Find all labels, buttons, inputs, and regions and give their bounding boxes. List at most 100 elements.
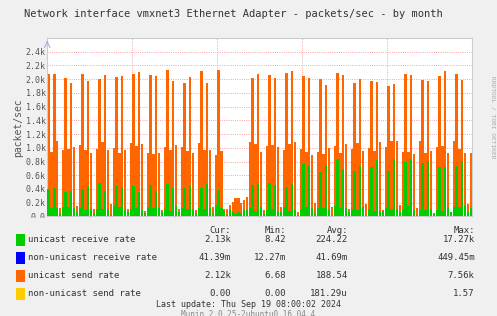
Bar [441, 146, 444, 216]
Bar [322, 208, 325, 216]
Bar [336, 73, 339, 216]
Bar [226, 210, 228, 216]
Bar [285, 73, 288, 216]
Bar [215, 155, 217, 216]
Bar [130, 143, 132, 216]
Bar [348, 209, 350, 216]
Bar [320, 80, 322, 216]
Bar [235, 198, 237, 216]
Bar [285, 186, 288, 216]
Bar [93, 213, 95, 216]
Bar [248, 142, 251, 216]
Bar [435, 147, 438, 216]
Bar [192, 210, 194, 216]
Text: 188.54: 188.54 [316, 271, 348, 280]
Bar [421, 163, 424, 216]
Bar [376, 160, 378, 216]
Bar [348, 212, 350, 216]
Bar [339, 153, 341, 216]
Bar [370, 81, 373, 216]
Bar [356, 210, 359, 216]
Bar [115, 77, 118, 216]
Bar [410, 159, 413, 216]
Bar [209, 208, 211, 216]
Bar [87, 81, 89, 216]
Bar [317, 152, 319, 216]
Bar [98, 79, 101, 216]
Bar [150, 75, 152, 216]
Bar [229, 205, 231, 216]
Bar [390, 209, 393, 216]
Bar [98, 183, 101, 216]
Bar [82, 189, 84, 216]
Bar [271, 145, 274, 216]
Text: Munin 2.0.25-2ubuntu0.16.04.4: Munin 2.0.25-2ubuntu0.16.04.4 [181, 310, 316, 316]
Bar [382, 211, 384, 216]
Bar [333, 206, 336, 216]
Bar [206, 83, 208, 216]
Bar [79, 208, 81, 216]
Bar [470, 208, 472, 216]
Bar [76, 212, 78, 216]
Bar [127, 209, 129, 216]
Bar [141, 144, 143, 216]
Bar [433, 213, 435, 216]
Bar [438, 76, 441, 216]
Bar [274, 185, 276, 216]
Bar [396, 142, 398, 216]
Bar [399, 212, 401, 216]
Bar [297, 215, 299, 216]
Bar [220, 209, 223, 216]
Bar [67, 149, 70, 216]
Bar [447, 207, 449, 216]
Bar [141, 210, 143, 216]
Bar [365, 215, 367, 216]
Bar [229, 210, 231, 216]
Bar [382, 210, 384, 216]
Bar [87, 186, 89, 216]
Bar [461, 161, 463, 216]
Bar [59, 208, 61, 216]
Text: 449.45m: 449.45m [437, 253, 475, 262]
Bar [263, 214, 265, 216]
Bar [453, 207, 455, 216]
Bar [212, 213, 214, 216]
Bar [155, 76, 158, 216]
Bar [461, 80, 463, 216]
Text: 224.22: 224.22 [316, 235, 348, 244]
Bar [365, 204, 367, 216]
Bar [217, 190, 220, 216]
Text: 17.27k: 17.27k [442, 235, 475, 244]
Bar [65, 192, 67, 216]
Bar [172, 81, 174, 216]
Bar [226, 215, 228, 216]
Bar [104, 75, 106, 216]
Bar [138, 191, 141, 216]
Bar [203, 150, 206, 216]
Bar [144, 211, 146, 216]
Bar [263, 210, 265, 216]
Bar [424, 153, 426, 216]
Bar [70, 191, 73, 216]
Bar [124, 150, 126, 216]
Text: 0.00: 0.00 [264, 289, 286, 298]
Bar [95, 149, 98, 216]
Bar [110, 215, 112, 216]
Bar [172, 188, 174, 216]
Bar [300, 149, 302, 216]
Bar [427, 81, 429, 216]
Bar [458, 149, 461, 216]
Bar [47, 74, 50, 216]
Bar [373, 151, 376, 216]
Bar [240, 213, 243, 216]
Bar [274, 78, 276, 216]
Bar [373, 210, 376, 216]
Text: 41.69m: 41.69m [316, 253, 348, 262]
Bar [336, 159, 339, 216]
Bar [260, 207, 262, 216]
Bar [235, 214, 237, 216]
Bar [328, 148, 331, 216]
Bar [158, 153, 161, 216]
Bar [53, 74, 56, 216]
Bar [257, 74, 259, 216]
